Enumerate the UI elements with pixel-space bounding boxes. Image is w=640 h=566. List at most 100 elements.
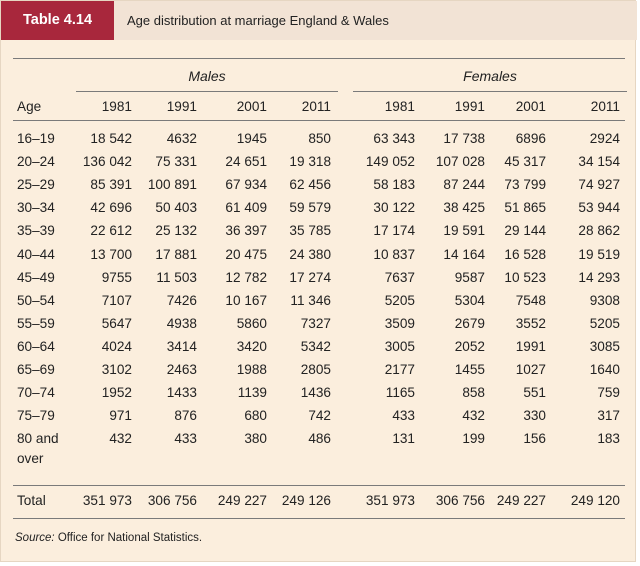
total-females-value: 351 973 <box>365 493 415 508</box>
females-value: 7637 <box>384 270 415 285</box>
females-value: 38 425 <box>443 200 485 215</box>
females-value: 14 293 <box>578 270 620 285</box>
males-value: 4024 <box>101 339 132 354</box>
males-value: 50 403 <box>155 200 197 215</box>
males-value: 5647 <box>101 316 132 331</box>
males-value: 432 <box>109 431 132 446</box>
males-value: 3420 <box>236 339 267 354</box>
table-number-tag: Table 4.14 <box>1 1 114 40</box>
males-value: 12 782 <box>225 270 267 285</box>
top-rule <box>13 58 625 59</box>
year-header-females-1991: 1991 <box>454 99 485 114</box>
males-value: 42 696 <box>90 200 132 215</box>
age-group-label: 65–69 <box>17 362 55 377</box>
males-value: 1436 <box>300 385 331 400</box>
age-column-header: Age <box>17 99 42 114</box>
females-value: 5304 <box>454 293 485 308</box>
males-value: 3414 <box>166 339 197 354</box>
males-value: 13 700 <box>90 247 132 262</box>
females-value: 17 174 <box>373 223 415 238</box>
males-value: 9755 <box>101 270 132 285</box>
females-value: 7548 <box>515 293 546 308</box>
females-value: 34 154 <box>578 154 620 169</box>
females-value: 2924 <box>589 131 620 146</box>
males-value: 11 503 <box>156 270 197 285</box>
females-value: 5205 <box>384 293 415 308</box>
males-value: 75 331 <box>155 154 197 169</box>
males-value: 136 042 <box>82 154 132 169</box>
females-value: 1027 <box>515 362 546 377</box>
total-females-value: 306 756 <box>435 493 485 508</box>
source-label: Source: <box>15 532 55 544</box>
females-value: 30 122 <box>373 200 415 215</box>
total-males-value: 306 756 <box>147 493 197 508</box>
females-value: 3552 <box>515 316 546 331</box>
females-value: 14 164 <box>443 247 485 262</box>
males-value: 18 542 <box>90 131 132 146</box>
total-females-value: 249 227 <box>496 493 546 508</box>
year-header-males-2011: 2011 <box>301 99 331 114</box>
females-value: 1991 <box>515 339 546 354</box>
males-value: 486 <box>308 431 331 446</box>
males-value: 380 <box>244 431 267 446</box>
males-value: 3102 <box>101 362 132 377</box>
year-header-females-2011: 2011 <box>590 99 620 114</box>
males-group-heading: Males <box>188 68 226 84</box>
males-value: 17 274 <box>289 270 331 285</box>
table-header-bar: Table 4.14 Age distribution at marriage … <box>1 1 637 40</box>
females-value: 2679 <box>454 316 485 331</box>
males-value: 25 132 <box>155 223 197 238</box>
males-value: 7426 <box>166 293 197 308</box>
total-label: Total <box>17 493 46 508</box>
females-value: 9308 <box>589 293 620 308</box>
females-value: 432 <box>462 408 485 423</box>
age-group-label: 80 and <box>17 431 59 446</box>
column-header-rule <box>13 120 625 121</box>
females-value: 45 317 <box>504 154 546 169</box>
age-group-label: 45–49 <box>17 270 55 285</box>
females-value: 330 <box>523 408 546 423</box>
males-value: 7107 <box>101 293 132 308</box>
age-group-label: 25–29 <box>17 177 55 192</box>
females-value: 551 <box>523 385 546 400</box>
males-value: 24 380 <box>289 247 331 262</box>
males-value: 4938 <box>166 316 197 331</box>
year-header-males-1991: 1991 <box>166 99 197 114</box>
males-value: 19 318 <box>289 154 331 169</box>
females-value: 156 <box>523 431 546 446</box>
source-text: Office for National Statistics. <box>57 532 203 544</box>
females-value: 1455 <box>454 362 485 377</box>
females-value: 149 052 <box>365 154 415 169</box>
females-value: 5205 <box>589 316 620 331</box>
age-group-label: 40–44 <box>17 247 55 262</box>
age-group-label: 70–74 <box>17 385 55 400</box>
females-value: 433 <box>392 408 415 423</box>
males-value: 1945 <box>236 131 267 146</box>
males-value: 1952 <box>101 385 132 400</box>
table-title: Age distribution at marriage England & W… <box>127 13 389 28</box>
total-males-value: 249 126 <box>281 493 331 508</box>
source-note: Source: Office for National Statistics. <box>15 532 202 544</box>
males-value: 850 <box>308 131 331 146</box>
males-value: 1433 <box>166 385 197 400</box>
year-header-females-2001: 2001 <box>515 99 546 114</box>
year-header-females-1981: 1981 <box>384 99 415 114</box>
females-value: 317 <box>597 408 620 423</box>
males-value: 67 934 <box>225 177 267 192</box>
females-value: 3005 <box>384 339 415 354</box>
age-group-label: 75–79 <box>17 408 55 423</box>
females-value: 3509 <box>384 316 415 331</box>
females-value: 107 028 <box>435 154 485 169</box>
total-males-value: 351 973 <box>82 493 132 508</box>
bottom-rule <box>13 518 625 519</box>
females-value: 51 865 <box>504 200 546 215</box>
females-value: 28 862 <box>578 223 620 238</box>
males-value: 7327 <box>300 316 331 331</box>
total-males-value: 249 227 <box>217 493 267 508</box>
females-value: 29 144 <box>504 223 546 238</box>
total-females-value: 249 120 <box>570 493 620 508</box>
males-value: 433 <box>174 431 197 446</box>
males-value: 2463 <box>166 362 197 377</box>
males-value: 5860 <box>236 316 267 331</box>
